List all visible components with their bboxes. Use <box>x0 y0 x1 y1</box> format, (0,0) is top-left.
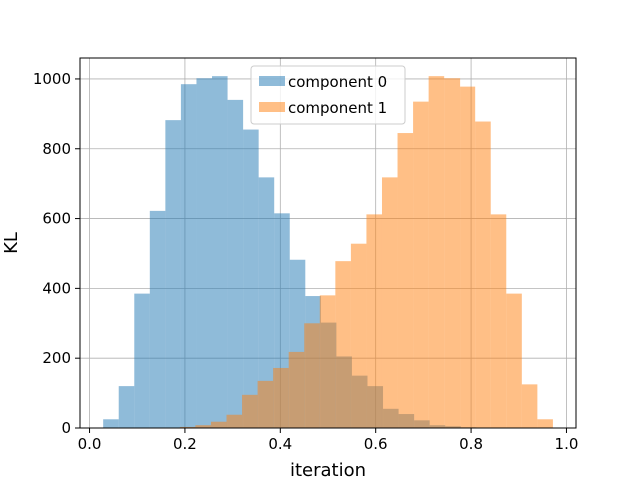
histogram-bar <box>413 101 429 428</box>
x-tick-label: 0.6 <box>364 435 388 453</box>
histogram-bar <box>196 78 213 428</box>
histogram-bar <box>319 295 336 428</box>
histogram-bar <box>428 76 445 428</box>
legend-items: component 0 component 1 <box>259 73 387 117</box>
legend-box <box>250 65 406 125</box>
histogram-bar <box>195 425 211 428</box>
histogram-bar <box>226 414 243 428</box>
histogram-bar <box>444 78 461 428</box>
x-axis-label: iteration <box>290 460 366 480</box>
plot-frame <box>79 57 577 429</box>
histogram-bar <box>179 426 196 428</box>
histogram-bar <box>212 76 228 428</box>
legend-swatch <box>259 76 285 86</box>
y-tick-label: 800 <box>42 140 71 158</box>
histogram-bar <box>149 210 166 428</box>
histogram-bar <box>227 99 244 429</box>
histogram-bars <box>103 76 553 429</box>
histogram-bar <box>460 86 476 428</box>
histogram-bar <box>103 419 119 428</box>
histogram-bar <box>521 384 538 428</box>
histogram-bar <box>335 261 351 428</box>
y-axis-label: KL <box>1 232 22 254</box>
histogram-bar <box>490 214 507 428</box>
histogram-bar <box>288 351 305 428</box>
legend-swatch <box>259 102 285 112</box>
legend-item: component 0 <box>259 73 387 91</box>
y-tick-label: 400 <box>42 279 71 297</box>
histogram-bar <box>366 214 382 428</box>
histogram-bar <box>506 293 522 428</box>
histogram-bar <box>475 121 491 428</box>
histogram-bar <box>304 323 320 428</box>
legend-label: component 0 <box>288 73 387 91</box>
histogram-bar <box>273 367 289 428</box>
x-tick-label: 0.2 <box>173 435 197 453</box>
x-tick-label: 0.8 <box>459 435 483 453</box>
axis-ticks: 0.0 0.2 0.4 0.6 0.8 1.0 0 200 400 600 800 1000 <box>33 70 579 453</box>
histogram-bar <box>258 177 275 428</box>
histogram-bar <box>350 243 367 428</box>
legend-label: component 1 <box>288 99 387 117</box>
x-tick-label: 0.0 <box>78 435 102 453</box>
histogram-bar <box>210 421 227 428</box>
histogram-bar <box>118 386 135 428</box>
histogram-bar <box>257 380 274 428</box>
histogram-bar <box>243 129 259 428</box>
y-tick-label: 1000 <box>33 70 71 88</box>
y-tick-label: 200 <box>42 349 71 367</box>
histogram-bar <box>242 394 258 428</box>
y-tick-label: 0 <box>61 419 71 437</box>
x-tick-label: 1.0 <box>555 435 579 453</box>
x-tick-label: 0.4 <box>268 435 292 453</box>
series-1-bars <box>179 76 553 428</box>
histogram-bar <box>165 120 181 428</box>
histogram-bar <box>381 177 398 428</box>
histogram-bar <box>180 84 197 428</box>
legend: component 0 component 1 <box>250 65 406 125</box>
histogram-bar <box>397 133 414 428</box>
histogram-bar <box>537 419 553 428</box>
legend-item: component 1 <box>259 99 387 117</box>
y-tick-label: 600 <box>42 210 71 228</box>
histogram-bar <box>134 293 150 428</box>
